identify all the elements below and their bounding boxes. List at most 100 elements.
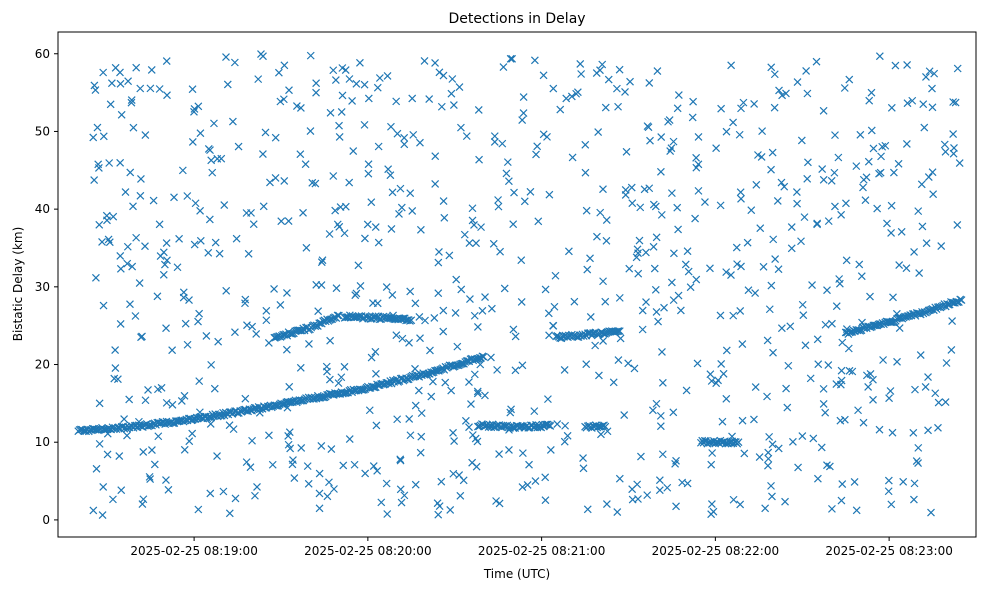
data-point [736,188,745,197]
data-point [145,421,154,430]
data-point [490,132,499,141]
data-point [885,394,894,403]
data-point [89,506,98,515]
data-point [435,248,443,256]
data-point [287,329,296,338]
data-point [837,496,846,505]
data-point [599,329,608,338]
data-point [134,417,143,426]
data-point [911,385,919,394]
data-point [411,480,420,489]
data-point [162,239,171,247]
data-point [460,230,469,239]
data-point [895,261,904,269]
data-point [373,83,382,92]
data-point [338,64,347,72]
data-point [465,239,474,247]
data-point [162,324,170,333]
data-point [414,386,423,395]
data-point [439,71,448,80]
data-point [377,498,386,507]
data-point [144,386,152,394]
data-point [258,150,267,158]
data-point [136,175,145,183]
data-point [733,260,741,269]
data-point [798,300,807,309]
data-point [669,137,678,146]
data-point [888,428,897,437]
data-point [767,281,776,290]
data-point [416,334,424,343]
data-point [770,103,779,112]
data-point [867,88,876,97]
data-point [722,394,731,403]
data-point [371,223,380,231]
data-point [531,477,540,486]
data-point [941,147,950,156]
data-point [750,100,759,108]
data-point [612,84,621,93]
data-point [326,336,335,345]
data-point [769,348,777,357]
data-point [383,72,392,80]
data-point [170,193,178,202]
data-point [775,86,783,95]
data-point [903,99,912,108]
data-point [755,453,764,462]
data-point [716,311,725,320]
data-point [116,79,125,88]
data-point [191,199,200,208]
data-point [884,487,893,496]
data-point [367,353,376,362]
data-point [656,167,665,176]
data-point [596,208,605,217]
data-point [407,316,416,325]
data-point [206,146,214,155]
data-point [599,336,608,345]
data-point [912,457,921,465]
data-point [927,508,935,517]
data-point [137,333,145,342]
x-axis-label: Time (UTC) [483,567,550,581]
data-point [541,285,550,294]
data-point [910,248,918,256]
data-point [684,267,693,276]
data-point [518,483,527,492]
data-point [251,491,259,500]
data-point [254,75,263,84]
data-point [280,61,289,70]
data-point [652,308,661,316]
data-point [468,458,477,467]
y-tick-label: 0 [42,513,50,527]
data-point [416,138,424,147]
data-point [609,378,618,387]
data-point [632,253,641,262]
data-point [268,460,277,469]
data-point [373,299,382,308]
data-point [831,202,839,211]
data-point [576,59,585,68]
data-point [195,309,204,318]
data-point [602,216,611,224]
data-point [806,374,815,383]
data-point [111,346,120,354]
data-point [637,452,645,461]
data-point [105,159,114,167]
data-point [329,66,338,75]
data-point [117,486,126,495]
data-point [732,243,741,252]
data-point [312,88,320,97]
data-point [942,359,951,367]
data-point [782,89,790,98]
data-point [581,140,590,149]
data-point [768,148,777,157]
data-point [819,175,828,184]
data-point [243,321,251,330]
data-point [242,458,251,467]
data-point [437,477,446,486]
data-point [638,325,647,334]
data-point [285,382,294,391]
data-point [467,400,475,408]
data-point [518,116,527,124]
data-point [615,293,624,302]
